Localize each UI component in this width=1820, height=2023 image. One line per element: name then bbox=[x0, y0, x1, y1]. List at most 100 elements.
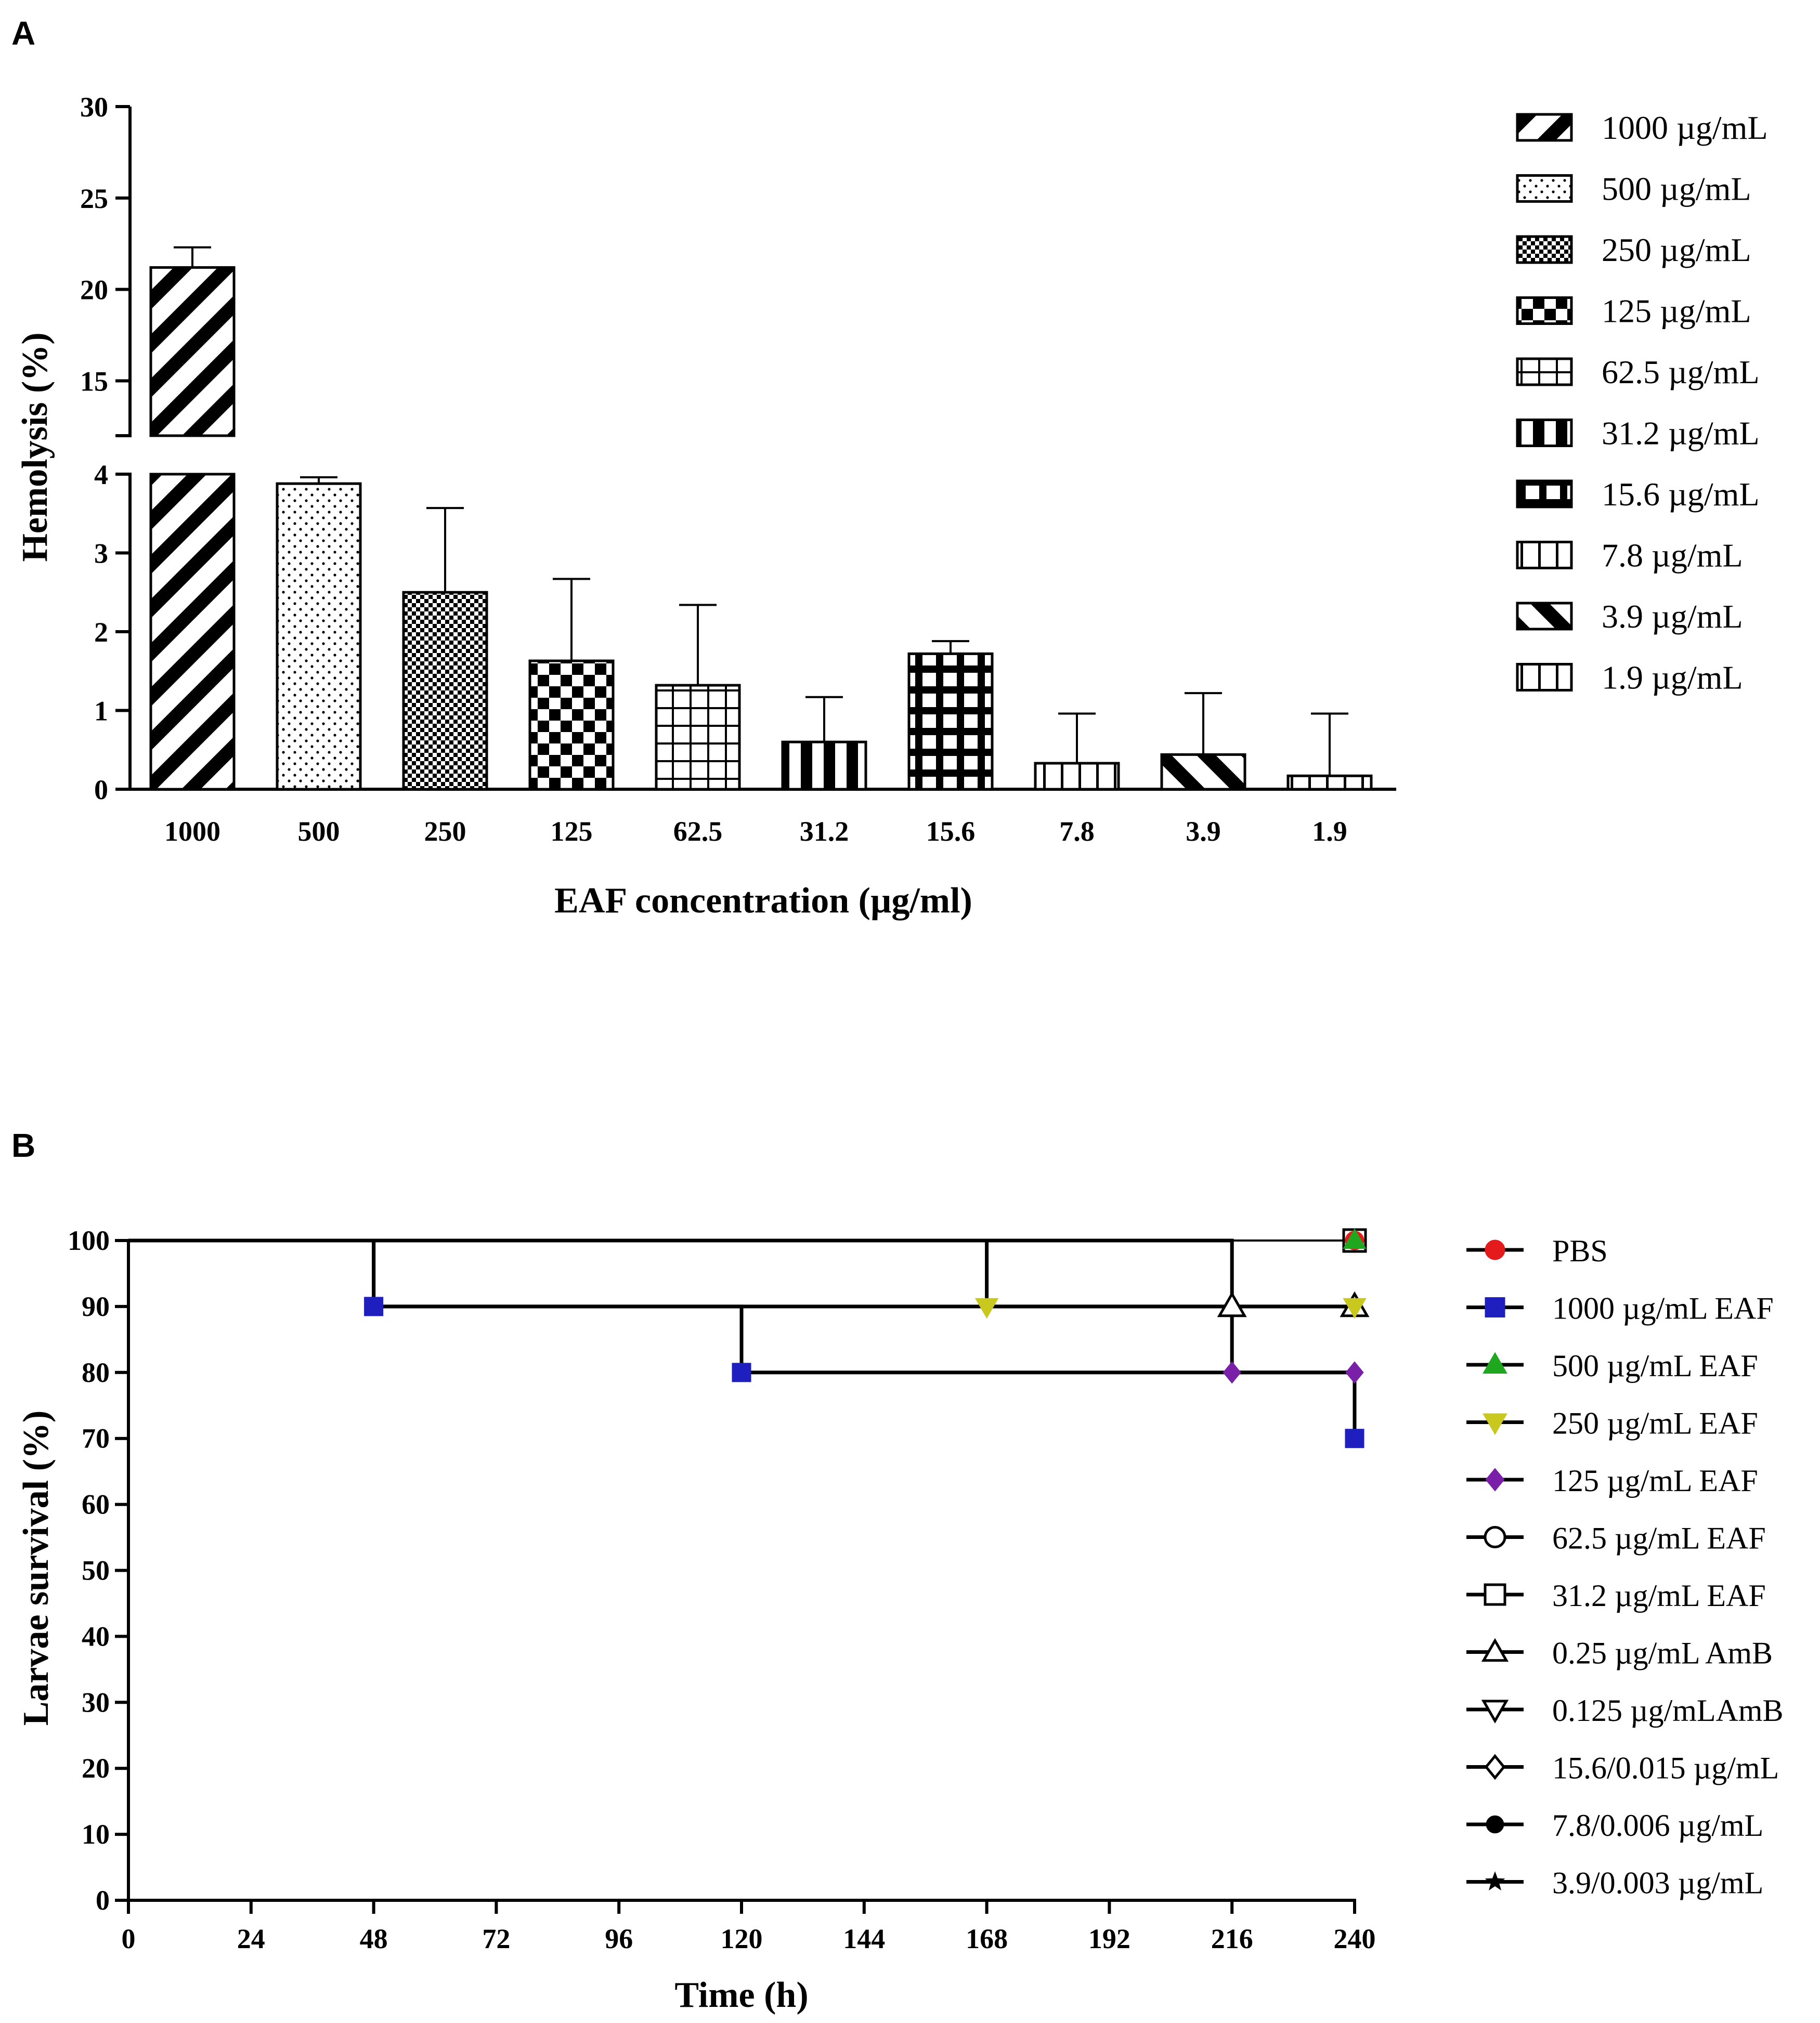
y-tick-label: 20 bbox=[80, 275, 108, 306]
x-tick-label: 500 bbox=[298, 816, 340, 847]
legend-label: 15.6 µg/mL bbox=[1602, 476, 1760, 513]
x-tick-label: 120 bbox=[721, 1923, 763, 1954]
x-axis-title: EAF concentration (µg/ml) bbox=[554, 881, 972, 921]
legend-label: 3.9/0.003 µg/mL bbox=[1552, 1866, 1763, 1900]
legend-label: 250 µg/mL bbox=[1602, 231, 1751, 268]
data-marker bbox=[733, 1364, 750, 1381]
x-tick-label: 192 bbox=[1088, 1923, 1130, 1954]
bar bbox=[151, 474, 234, 789]
y-tick-label: 60 bbox=[82, 1489, 110, 1520]
legend-label: 0.125 µg/mLAmB bbox=[1552, 1693, 1784, 1728]
bar bbox=[783, 742, 866, 789]
bar bbox=[909, 654, 992, 789]
legend-swatch bbox=[1517, 420, 1571, 446]
legend-swatch bbox=[1517, 298, 1571, 324]
legend-label: 62.5 µg/mL EAF bbox=[1552, 1521, 1766, 1556]
x-tick-label: 1.9 bbox=[1312, 816, 1347, 847]
x-tick-label: 250 bbox=[424, 816, 466, 847]
y-tick-label: 25 bbox=[80, 183, 108, 214]
bar bbox=[151, 267, 234, 436]
bar bbox=[277, 484, 360, 789]
x-tick-label: 48 bbox=[360, 1923, 388, 1954]
y-tick-label: 40 bbox=[82, 1621, 110, 1652]
legend-label: 1.9 µg/mL bbox=[1602, 659, 1743, 696]
x-tick-label: 96 bbox=[605, 1923, 633, 1954]
x-tick-label: 240 bbox=[1334, 1923, 1376, 1954]
x-tick-label: 125 bbox=[551, 816, 593, 847]
x-tick-label: 31.2 bbox=[800, 816, 849, 847]
legend-marker bbox=[1485, 1871, 1505, 1890]
legend-marker bbox=[1487, 1817, 1503, 1833]
x-tick-label: 72 bbox=[482, 1923, 510, 1954]
legend-label: 3.9 µg/mL bbox=[1602, 598, 1743, 635]
legend-swatch bbox=[1517, 664, 1571, 690]
y-tick-label: 0 bbox=[96, 1885, 110, 1916]
y-tick-label: 10 bbox=[82, 1819, 110, 1850]
data-marker bbox=[1346, 1430, 1363, 1447]
legend-label: 62.5 µg/mL bbox=[1602, 354, 1760, 390]
legend-marker bbox=[1485, 1528, 1505, 1547]
legend-marker bbox=[1486, 1299, 1504, 1316]
legend-swatch bbox=[1517, 176, 1571, 202]
x-tick-label: 1000 bbox=[164, 816, 220, 847]
legend-marker bbox=[1486, 1241, 1504, 1259]
x-tick-label: 3.9 bbox=[1186, 816, 1221, 847]
x-tick-label: 15.6 bbox=[926, 816, 976, 847]
legend-swatch bbox=[1517, 237, 1571, 263]
data-marker bbox=[1225, 1363, 1240, 1381]
y-tick-label: 15 bbox=[80, 366, 108, 397]
y-axis-title: Hemolysis (%) bbox=[15, 332, 55, 562]
legend-label: 500 µg/mL bbox=[1602, 171, 1751, 207]
y-tick-label: 70 bbox=[82, 1423, 110, 1454]
y-tick-label: 1 bbox=[94, 696, 108, 727]
legend-marker bbox=[1485, 1585, 1505, 1604]
bar bbox=[1035, 763, 1119, 789]
bar bbox=[1288, 776, 1371, 789]
legend-label: 31.2 µg/mL EAF bbox=[1552, 1578, 1766, 1613]
data-marker bbox=[1347, 1363, 1362, 1381]
survival-step-line bbox=[128, 1241, 1355, 1439]
legend-label: 125 µg/mL EAF bbox=[1552, 1464, 1758, 1498]
legend-label: 31.2 µg/mL bbox=[1602, 415, 1760, 452]
legend-marker bbox=[1487, 1470, 1503, 1489]
y-tick-label: 90 bbox=[82, 1291, 110, 1322]
x-axis-title: Time (h) bbox=[674, 1975, 808, 2015]
x-tick-label: 168 bbox=[966, 1923, 1008, 1954]
legend-label: 250 µg/mL EAF bbox=[1552, 1406, 1758, 1441]
bar bbox=[404, 592, 487, 789]
figure: A 01234152025301000 500 250 125 62.5 31.2 15.6… bbox=[0, 0, 1820, 2023]
legend-label: PBS bbox=[1552, 1234, 1608, 1268]
x-tick-label: 24 bbox=[237, 1923, 265, 1954]
bar bbox=[656, 685, 739, 789]
y-tick-label: 3 bbox=[94, 538, 108, 569]
legend-swatch bbox=[1517, 114, 1571, 140]
legend-label: 0.25 µg/mL AmB bbox=[1552, 1636, 1773, 1670]
bar bbox=[1162, 754, 1245, 789]
y-tick-label: 50 bbox=[82, 1555, 110, 1586]
legend-label: 7.8/0.006 µg/mL bbox=[1552, 1808, 1763, 1843]
y-tick-label: 30 bbox=[82, 1687, 110, 1718]
x-tick-label: 144 bbox=[843, 1923, 885, 1954]
bar bbox=[530, 661, 613, 789]
legend-marker bbox=[1486, 1756, 1504, 1778]
data-marker bbox=[366, 1298, 382, 1315]
panel-a-hemolysis-chart: 0 1 2 3 4 15 20 25 30 1000 500 250 125 62.5 31.2 15.6 7.… bbox=[15, 92, 1768, 921]
y-tick-label: 20 bbox=[82, 1753, 110, 1784]
x-tick-label: 216 bbox=[1211, 1923, 1253, 1954]
legend-label: 15.6/0.015 µg/mL bbox=[1552, 1751, 1779, 1785]
legend-label: 7.8 µg/mL bbox=[1602, 537, 1743, 574]
panel-b-survival-chart: 0 10 20 30 40 50 60 70 80 90 100 0 24 48 72 96 120 144 168… bbox=[16, 1225, 1784, 2015]
y-tick-label: 80 bbox=[82, 1357, 110, 1388]
survival-step-line bbox=[128, 1241, 1355, 1307]
legend-label: 1000 µg/mL EAF bbox=[1552, 1291, 1774, 1326]
legend-swatch bbox=[1517, 603, 1571, 629]
y-tick-label: 30 bbox=[80, 92, 108, 123]
legend-label: 500 µg/mL EAF bbox=[1552, 1349, 1758, 1383]
panel-b-letter: B bbox=[11, 1127, 35, 1164]
legend-label: 125 µg/mL bbox=[1602, 293, 1751, 330]
x-tick-label: 0 bbox=[122, 1923, 136, 1954]
y-tick-label: 100 bbox=[68, 1225, 110, 1256]
y-tick-label: 4 bbox=[94, 459, 108, 490]
survival-step-line bbox=[128, 1241, 1355, 1307]
legend-label: 1000 µg/mL bbox=[1602, 109, 1768, 146]
